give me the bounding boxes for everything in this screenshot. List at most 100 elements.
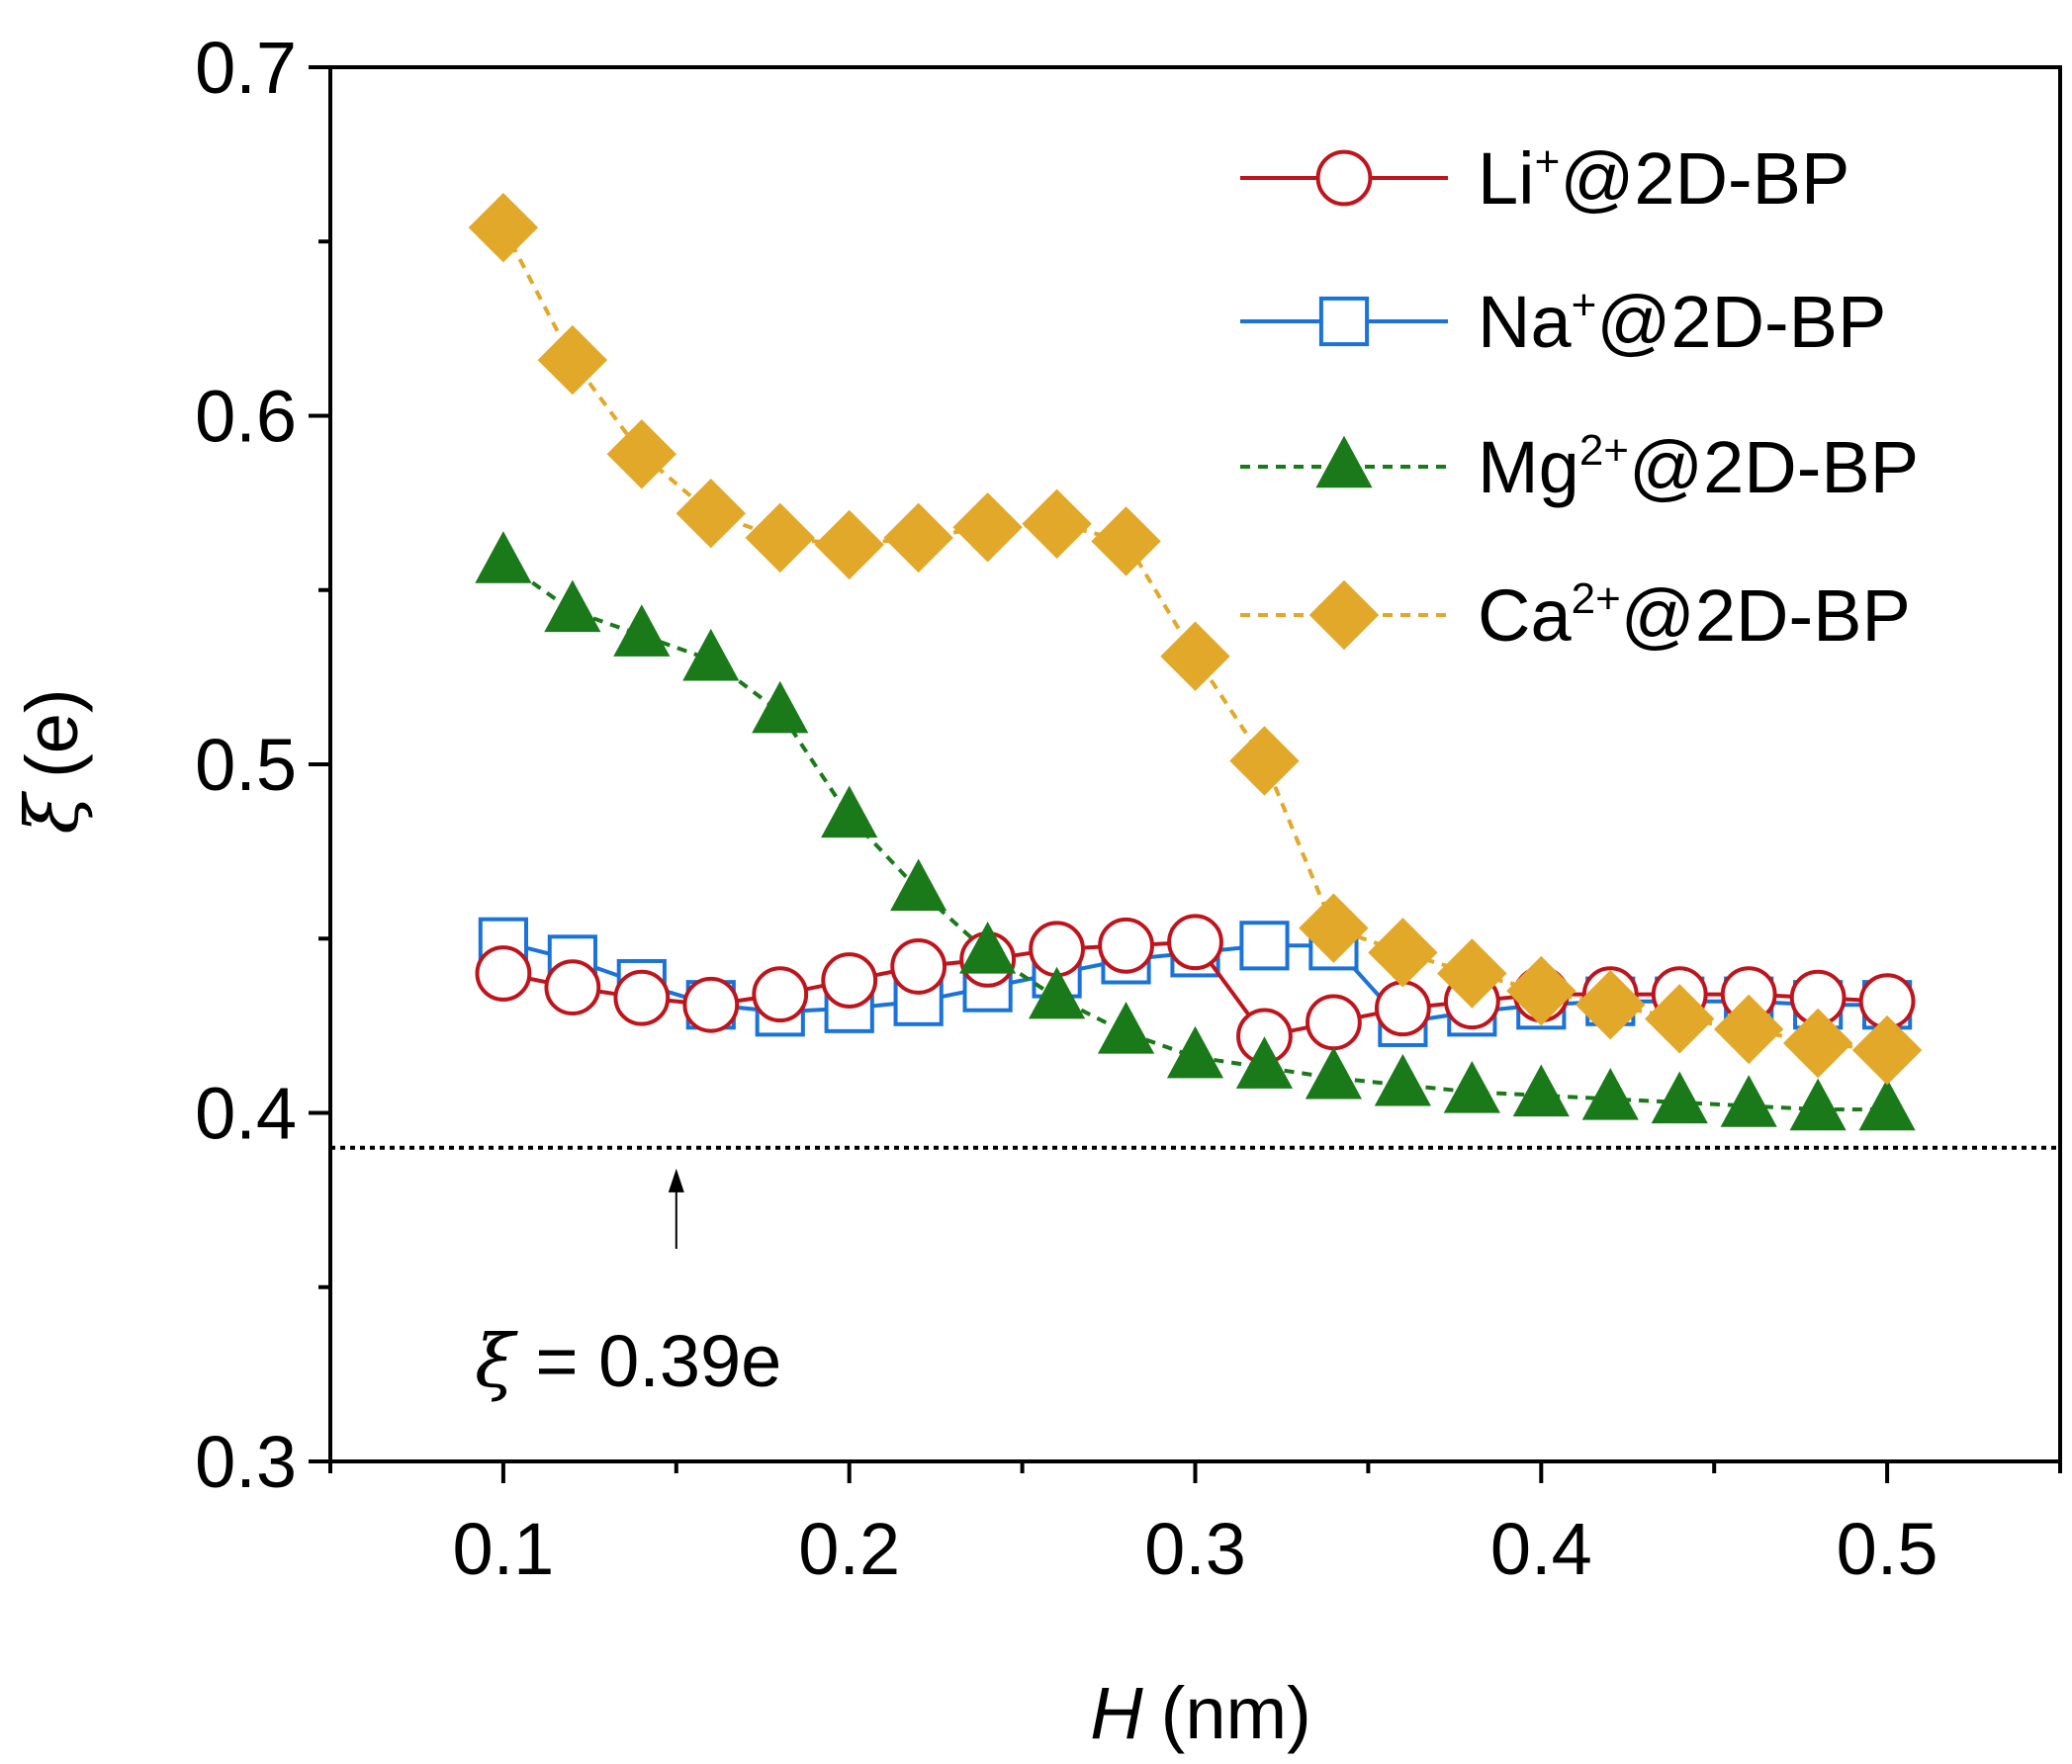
annotation-symbol: ξ — [475, 1319, 518, 1404]
data-point — [1782, 1008, 1853, 1079]
legend-label: Mg2+@2D-BP — [1478, 426, 1919, 508]
data-point — [1160, 621, 1230, 691]
data-point — [1374, 1053, 1431, 1106]
data-point — [1720, 1075, 1777, 1127]
data-point — [1581, 1068, 1639, 1120]
data-point — [1315, 149, 1373, 207]
data-point — [1851, 1014, 1923, 1086]
x-axis-variable: H — [1090, 1672, 1143, 1754]
data-point — [676, 479, 746, 549]
data-point — [1789, 1078, 1847, 1131]
data-point — [745, 502, 815, 573]
legend-label-base: Li — [1478, 137, 1535, 220]
legend-label-rest: @2D-BP — [1596, 281, 1886, 363]
data-point — [1651, 1071, 1708, 1124]
legend-label-base: Ca — [1478, 574, 1572, 657]
x-tick-label: 0.2 — [798, 1508, 900, 1590]
data-point — [821, 785, 878, 838]
data-point — [1315, 435, 1373, 488]
data-point — [752, 966, 809, 1023]
series-group — [468, 192, 1923, 1131]
data-point — [1022, 488, 1092, 559]
data-point — [613, 604, 671, 657]
plot-frame — [328, 65, 2062, 1463]
data-point — [1239, 921, 1290, 971]
legend-item-li: Li+@2D-BP — [1240, 137, 1849, 220]
legend-label: Na+@2D-BP — [1478, 281, 1886, 363]
legend-item-mg: Mg2+@2D-BP — [1240, 426, 1919, 508]
data-point — [1645, 984, 1715, 1054]
x-tick-label: 0.5 — [1837, 1508, 1938, 1590]
data-point — [537, 324, 608, 396]
annotation-group: ξ = 0.39e — [475, 1168, 781, 1404]
data-point — [475, 945, 532, 1002]
legend-label-superscript: + — [1572, 281, 1597, 329]
data-point — [1308, 579, 1380, 651]
data-point — [1098, 917, 1154, 974]
legend-label-superscript: 2+ — [1572, 574, 1621, 623]
y-tick-label: 0.5 — [195, 724, 297, 806]
x-tick-labels: 0.1 0.2 0.3 0.4 0.5 — [452, 1508, 1937, 1590]
data-point — [1306, 994, 1362, 1051]
legend-item-ca: Ca2+@2D-BP — [1240, 574, 1911, 657]
y-tick-label: 0.3 — [195, 1421, 297, 1503]
data-point — [682, 628, 740, 681]
data-point — [682, 976, 740, 1033]
legend-label-rest: @2D-BP — [1629, 426, 1919, 508]
data-point — [544, 579, 601, 633]
legend-label-superscript: + — [1535, 137, 1561, 186]
data-point — [890, 938, 947, 995]
legend-label: Li+@2D-BP — [1478, 137, 1849, 220]
data-point — [1305, 1046, 1363, 1100]
data-point — [1097, 1002, 1155, 1054]
x-axis-unit: (nm) — [1161, 1672, 1311, 1754]
y-tick-labels: 0.3 0.4 0.5 0.6 0.7 — [195, 27, 297, 1503]
data-point — [1858, 1078, 1916, 1131]
data-point — [1713, 994, 1784, 1065]
y-tick-label: 0.4 — [195, 1073, 297, 1155]
axis-ticks — [309, 65, 2062, 1483]
data-point — [1299, 893, 1369, 963]
data-point — [1443, 1060, 1500, 1113]
data-point — [1374, 980, 1431, 1037]
annotation-arrow-head — [668, 1168, 684, 1192]
legend-label-base: Na — [1478, 281, 1572, 363]
data-point — [814, 509, 884, 580]
x-axis-title: H (nm) — [1090, 1672, 1311, 1754]
data-point — [752, 680, 809, 734]
data-point — [890, 858, 947, 912]
x-tick-label: 0.3 — [1144, 1508, 1246, 1590]
legend-label-rest: @2D-BP — [1621, 574, 1911, 657]
legend-label: Ca2+@2D-BP — [1478, 574, 1911, 657]
data-point — [1437, 938, 1507, 1009]
plot-border — [328, 65, 2062, 1463]
annotation-label: ξ = 0.39e — [475, 1319, 781, 1404]
legend-label-base: Mg — [1478, 426, 1579, 508]
x-tick-label: 0.4 — [1490, 1508, 1592, 1590]
data-point — [883, 502, 953, 573]
data-point — [1576, 970, 1646, 1040]
y-axis-unit: (e) — [11, 688, 93, 777]
data-point — [1506, 955, 1577, 1026]
series-li — [475, 914, 1916, 1065]
data-point — [544, 959, 601, 1015]
data-point — [1235, 1036, 1294, 1089]
data-point — [475, 531, 532, 583]
data-point — [1512, 1064, 1570, 1117]
data-point — [1368, 918, 1438, 988]
data-point — [1091, 506, 1161, 576]
y-axis-variable: ξ — [10, 791, 95, 835]
data-point — [1028, 966, 1086, 1019]
x-tick-label: 0.1 — [452, 1508, 554, 1590]
series-ca — [468, 192, 1923, 1086]
legend-label-rest: @2D-BP — [1560, 137, 1849, 220]
data-point — [468, 192, 539, 263]
data-point — [1167, 914, 1223, 971]
data-point — [952, 492, 1023, 563]
data-point — [959, 921, 1017, 974]
data-point — [821, 952, 878, 1009]
series-mg — [475, 531, 1916, 1131]
y-tick-label: 0.6 — [195, 376, 297, 458]
